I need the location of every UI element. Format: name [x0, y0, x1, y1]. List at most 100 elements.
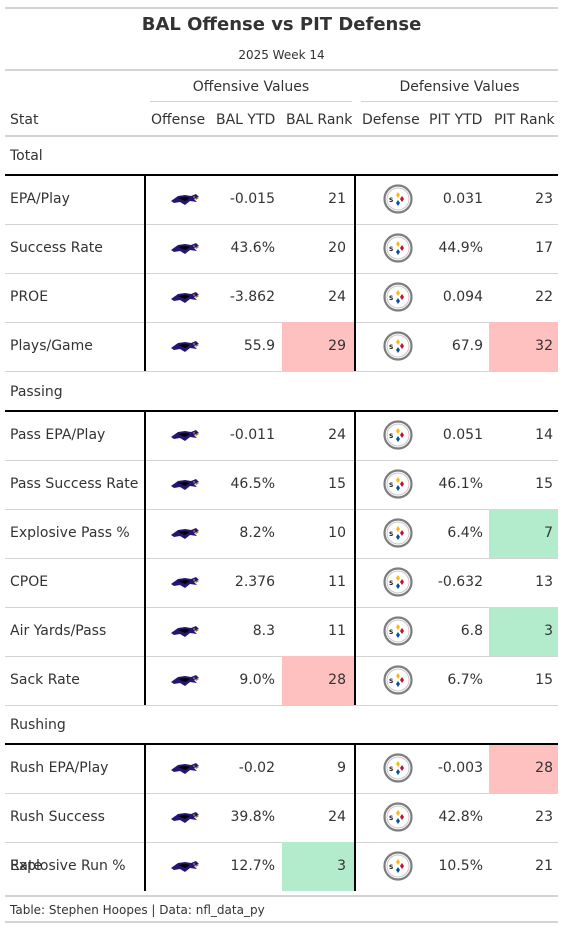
- stat-label: Explosive Pass %: [10, 525, 130, 541]
- bal-ytd-value: 8.3: [252, 623, 275, 639]
- row-divider: [5, 460, 558, 461]
- stat-label: Rush EPA/Play: [10, 760, 109, 776]
- pit-rank-value: 15: [535, 672, 553, 688]
- pit-rank-value: 3: [544, 623, 553, 639]
- pit-rank-value: 17: [535, 240, 553, 256]
- col-header-defense: Defense: [362, 112, 420, 128]
- spanner-defense-rule: [361, 101, 558, 102]
- svg-text:S: S: [389, 197, 393, 204]
- ravens-logo-icon: [170, 241, 200, 255]
- row-divider: [5, 842, 558, 843]
- pit-ytd-value: 10.5%: [438, 858, 483, 874]
- pit-rank-value: 32: [535, 338, 553, 354]
- steelers-logo-icon: S: [383, 802, 413, 832]
- ravens-logo-icon: [170, 624, 200, 638]
- spanner-defensive-values: Defensive Values: [399, 79, 520, 95]
- table-row: Pass EPA/Play -0.011 24 S 0.051 14: [5, 411, 558, 460]
- bal-ytd-value: 9.0%: [239, 672, 275, 688]
- header-rule: [5, 135, 558, 137]
- stat-offense-divider: [144, 744, 146, 891]
- table-row: Sack Rate 9.0% 28 S 6.7% 15: [5, 656, 558, 705]
- bal-ytd-value: 2.376: [234, 574, 275, 590]
- row-divider: [5, 656, 558, 657]
- bal-rank-value: 11: [328, 574, 346, 590]
- steelers-logo-icon: S: [383, 420, 413, 450]
- bal-ytd-value: 46.5%: [230, 476, 275, 492]
- bal-rank-value: 24: [328, 809, 346, 825]
- table-row: Success Rate 43.6% 20 S 44.9% 17: [5, 224, 558, 273]
- table-title: BAL Offense vs PIT Defense: [141, 14, 422, 35]
- bal-ytd-value: -0.02: [238, 760, 275, 776]
- col-header-pit-ytd: PIT YTD: [429, 112, 483, 128]
- svg-text:S: S: [389, 815, 393, 822]
- svg-text:S: S: [389, 295, 393, 302]
- steelers-logo-icon: S: [383, 184, 413, 214]
- ravens-logo-icon: [170, 477, 200, 491]
- pit-rank-value: 7: [544, 525, 553, 541]
- footer-rule: [5, 921, 558, 923]
- group-end-rule: [5, 371, 558, 372]
- bal-rank-value: 11: [328, 623, 346, 639]
- bal-rank-value: 29: [328, 338, 346, 354]
- pit-ytd-value: 46.1%: [438, 476, 483, 492]
- group-body-rule: [5, 174, 558, 176]
- off-rank-highlight-bad: [282, 656, 354, 705]
- svg-text:S: S: [389, 678, 393, 685]
- steelers-logo-icon: S: [383, 616, 413, 646]
- stat-label: Pass EPA/Play: [10, 427, 106, 443]
- table-row: Air Yards/Pass 8.3 11 S 6.8 3: [5, 607, 558, 656]
- pit-rank-value: 22: [535, 289, 553, 305]
- bal-ytd-value: -3.862: [229, 289, 275, 305]
- pit-rank-value: 23: [535, 809, 553, 825]
- spanner-offense-rule: [150, 101, 352, 102]
- stat-label: PROE: [10, 289, 49, 305]
- def-rank-highlight-bad: [489, 744, 558, 793]
- group-label-passing: Passing: [10, 384, 63, 400]
- pit-ytd-value: 42.8%: [438, 809, 483, 825]
- bal-ytd-value: 43.6%: [230, 240, 275, 256]
- pit-rank-value: 14: [535, 427, 553, 443]
- col-header-bal-ytd: BAL YTD: [216, 112, 276, 128]
- row-divider: [5, 607, 558, 608]
- ravens-logo-icon: [170, 428, 200, 442]
- pit-rank-value: 28: [535, 760, 553, 776]
- stat-offense-divider: [144, 411, 146, 705]
- table-row: Rush EPA/Play -0.02 9 S -0.003 28: [5, 744, 558, 793]
- def-rank-highlight-bad: [489, 322, 558, 371]
- steelers-logo-icon: S: [383, 567, 413, 597]
- col-header-stat: Stat: [10, 112, 39, 128]
- offense-defense-divider: [354, 744, 356, 891]
- pit-ytd-value: 6.8: [460, 623, 483, 639]
- bal-ytd-value: -0.015: [229, 191, 275, 207]
- svg-text:S: S: [389, 864, 393, 871]
- bal-rank-value: 24: [328, 427, 346, 443]
- svg-text:S: S: [389, 246, 393, 253]
- stat-label: EPA/Play: [10, 191, 70, 207]
- pit-ytd-value: 6.4%: [447, 525, 483, 541]
- table-row: PROE -3.862 24 S 0.094 22: [5, 273, 558, 322]
- bal-rank-value: 20: [328, 240, 346, 256]
- table-footer: Table: Stephen Hoopes | Data: nfl_data_p…: [10, 903, 265, 917]
- stat-offense-divider: [144, 175, 146, 371]
- pit-rank-value: 15: [535, 476, 553, 492]
- table-row: EPA/Play -0.015 21 S 0.031 23: [5, 175, 558, 224]
- pit-rank-value: 21: [535, 858, 553, 874]
- ravens-logo-icon: [170, 526, 200, 540]
- group-label-rushing: Rushing: [10, 717, 66, 733]
- bal-ytd-value: 55.9: [243, 338, 275, 354]
- row-divider: [5, 558, 558, 559]
- pit-ytd-value: 6.7%: [447, 672, 483, 688]
- table-row: Rush Success Rate 39.8% 24 S 42.8% 23: [5, 793, 558, 874]
- svg-text:S: S: [389, 344, 393, 351]
- bal-ytd-value: 12.7%: [230, 858, 275, 874]
- pit-ytd-value: 67.9: [451, 338, 483, 354]
- pit-rank-value: 13: [535, 574, 553, 590]
- ravens-logo-icon: [170, 859, 200, 873]
- pit-ytd-value: 0.031: [442, 191, 483, 207]
- steelers-logo-icon: S: [383, 753, 413, 783]
- stat-label: Explosive Run %: [10, 858, 126, 874]
- table-subtitle: 2025 Week 14: [238, 48, 325, 62]
- row-divider: [5, 793, 558, 794]
- ravens-logo-icon: [170, 192, 200, 206]
- ravens-logo-icon: [170, 575, 200, 589]
